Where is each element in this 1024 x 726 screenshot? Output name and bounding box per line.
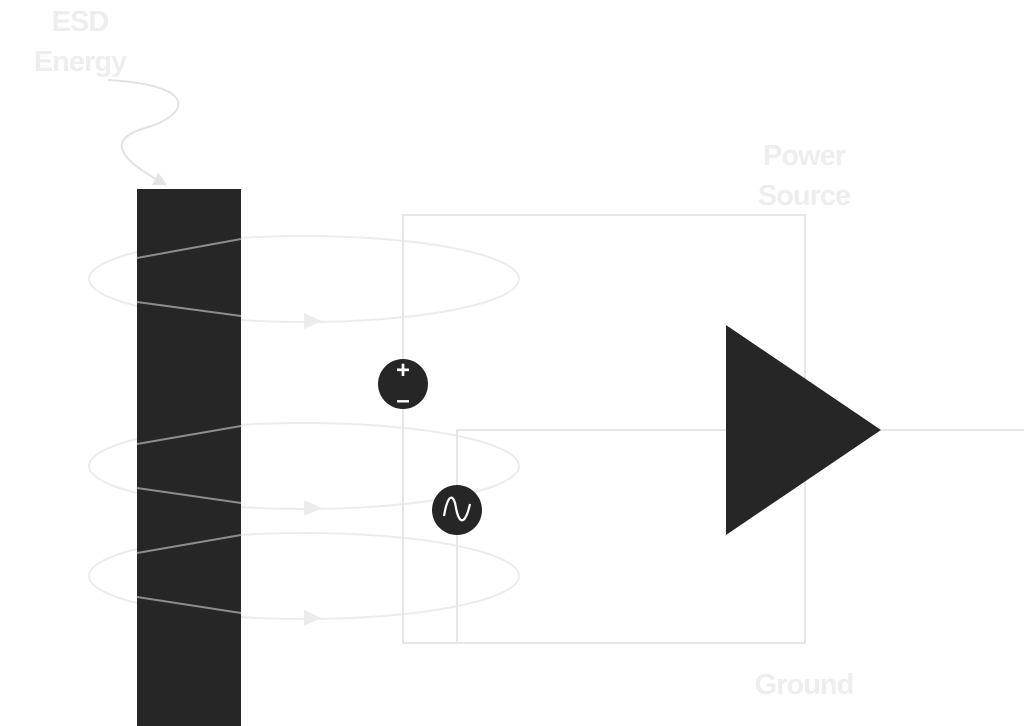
field-loop-arrows bbox=[304, 313, 322, 626]
ac-source-icon bbox=[432, 485, 482, 535]
loop-front-2a bbox=[136, 425, 242, 445]
field-arrow-2 bbox=[304, 500, 322, 516]
field-loops-front bbox=[136, 238, 242, 614]
loop-front-1a bbox=[136, 238, 242, 259]
esd-conductor-bar bbox=[137, 189, 241, 726]
dc-minus-sign: – bbox=[396, 387, 409, 414]
esd-label-line1: ESD bbox=[52, 6, 109, 38]
loop-front-2b bbox=[136, 487, 242, 504]
field-arrow-3 bbox=[304, 610, 322, 626]
dc-plus-sign: + bbox=[396, 357, 410, 384]
power-source-label-line2: Source bbox=[758, 180, 851, 212]
esd-energy-arrow bbox=[107, 79, 180, 186]
loop-front-3a bbox=[136, 534, 242, 554]
power-source-label-line1: Power bbox=[763, 140, 846, 172]
ground-label: Ground bbox=[755, 669, 854, 701]
loop-front-3b bbox=[136, 596, 242, 614]
signal-wire bbox=[456, 429, 726, 643]
field-arrow-1 bbox=[304, 313, 322, 329]
amplifier-triangle-icon bbox=[726, 325, 881, 535]
esd-label-line2: Energy bbox=[34, 46, 127, 78]
loop-front-1b bbox=[136, 301, 242, 317]
sine-wave-icon bbox=[442, 496, 472, 522]
circuit-wires bbox=[402, 214, 1024, 644]
dc-source-icon: + – bbox=[378, 357, 428, 414]
